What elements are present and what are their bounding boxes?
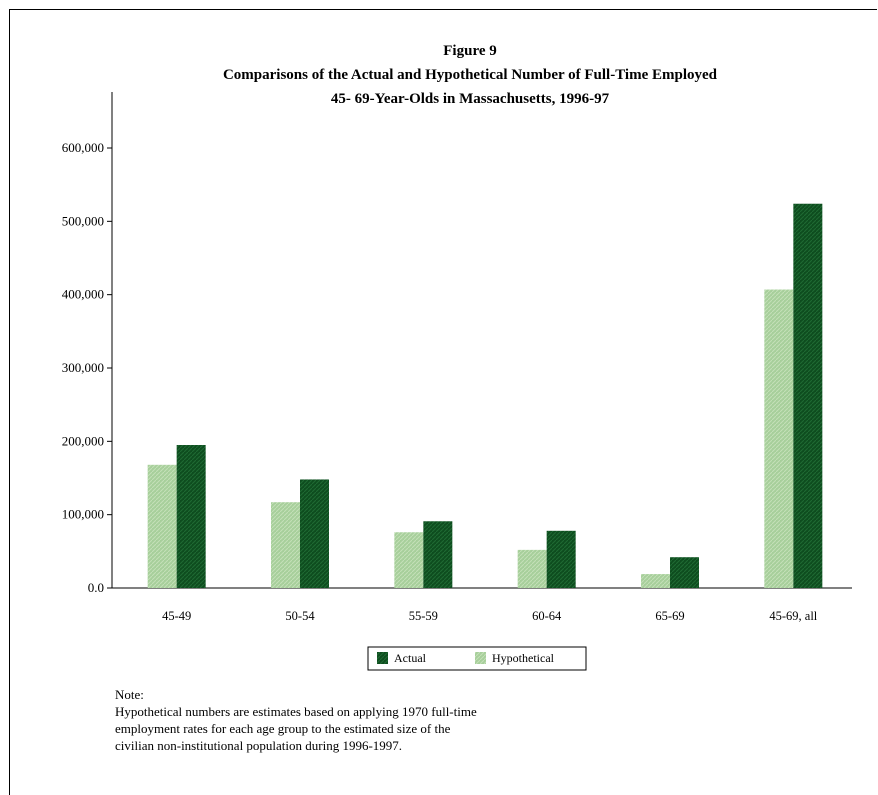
bar-actual (546, 530, 576, 588)
chart-subtitle: Comparisons of the Actual and Hypothetic… (223, 67, 718, 83)
y-tick-label: 300,000 (62, 360, 104, 375)
bar-hypothetical (271, 502, 300, 588)
figure-frame (9, 9, 877, 795)
bar-actual (793, 203, 823, 588)
bar-actual (670, 557, 699, 588)
chart-bars: 45-49 50-54 55-59 60-64 65-69 45-69, all (147, 203, 823, 623)
chart-titles: Figure 9 Comparisons of the Actual and Hy… (223, 43, 718, 107)
legend-label: Hypothetical (492, 651, 555, 665)
legend-label: Actual (394, 651, 427, 665)
x-tick-label: 60-64 (532, 609, 562, 623)
x-tick-label: 65-69 (655, 609, 684, 623)
chart-title: Figure 9 (443, 43, 496, 59)
note-heading: Note: (115, 687, 144, 702)
legend-swatch-actual (377, 652, 388, 664)
bar-actual (300, 479, 329, 588)
bar-actual (423, 521, 453, 588)
note-line: employment rates for each age group to t… (115, 721, 451, 736)
bar-hypothetical (147, 464, 177, 588)
y-tick-label: 400,000 (62, 287, 104, 302)
bar-hypothetical (517, 549, 547, 588)
y-tick-label: 500,000 (62, 213, 104, 228)
bar-hypothetical (394, 532, 424, 588)
bar-hypothetical (641, 574, 670, 588)
y-tick-label: 600,000 (62, 140, 104, 155)
x-tick-label: 55-59 (409, 609, 438, 623)
chart-note: Note: Hypothetical numbers are estimates… (115, 686, 715, 754)
y-tick-label: 100,000 (62, 507, 104, 522)
chart-legend: Actual Hypothetical (367, 646, 587, 671)
bar-hypothetical (764, 289, 794, 588)
chart-axes: 0.0 100,000 200,000 300,000 400,000 500,000 60… (62, 92, 852, 595)
note-line: civilian non-institutional population du… (115, 738, 403, 753)
chart-subtitle: 45- 69-Year-Olds in Massachusetts, 1996-… (331, 91, 610, 107)
x-tick-label: 45-69, all (769, 609, 817, 623)
y-tick-label: 0.0 (88, 580, 104, 595)
note-line: Hypothetical numbers are estimates based… (115, 704, 477, 719)
legend-swatch-hypothetical (475, 652, 486, 664)
bar-actual (176, 445, 206, 588)
x-tick-label: 50-54 (285, 609, 315, 623)
x-tick-label: 45-49 (162, 609, 191, 623)
y-tick-label: 200,000 (62, 433, 104, 448)
